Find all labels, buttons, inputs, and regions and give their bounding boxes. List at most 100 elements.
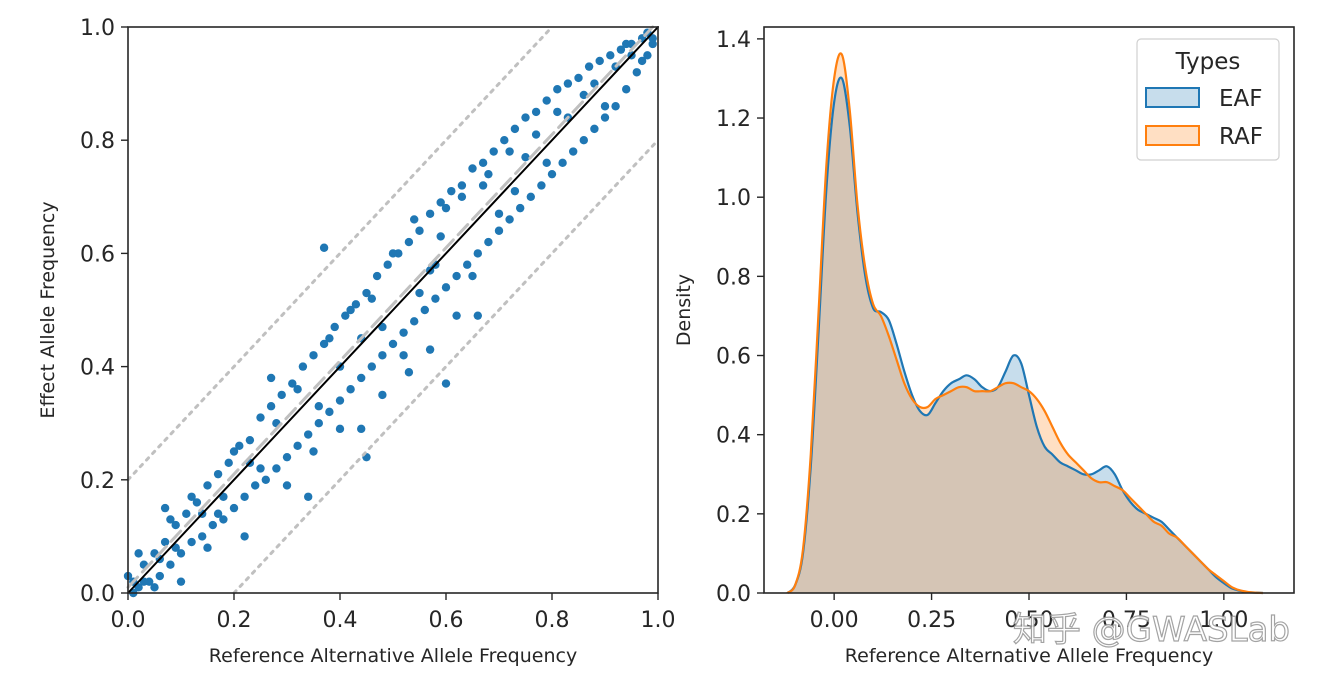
scatter-point-128	[452, 311, 461, 320]
scatter-point-65	[473, 249, 482, 258]
scatter-point-23	[251, 481, 260, 490]
scatter-point-108	[240, 532, 249, 541]
scatter-point-53	[410, 317, 419, 326]
density-y-tick-label: 0.2	[716, 503, 751, 528]
scatter-point-20	[235, 441, 244, 451]
scatter-point-33	[304, 430, 313, 439]
scatter-x-tick-label: 0.8	[535, 608, 570, 633]
scatter-point-148	[648, 39, 657, 49]
scatter-point-136	[521, 152, 530, 162]
scatter-point-150	[314, 402, 323, 411]
scatter-point-74	[521, 113, 530, 122]
scatter-point-58	[436, 198, 445, 207]
density-y-tick-label: 0.6	[716, 345, 751, 370]
scatter-point-99	[622, 39, 631, 49]
reference-lines	[126, 25, 660, 595]
scatter-point-15	[208, 520, 217, 530]
scatter-axes-frame	[127, 26, 659, 594]
scatter-point-62	[457, 181, 467, 190]
scatter-y-tick-label: 0.0	[80, 582, 115, 607]
scatter-point-79	[547, 169, 557, 179]
scatter-point-154	[378, 390, 387, 400]
scatter-point-5	[155, 571, 164, 581]
density-x-tick-label: 0.25	[907, 608, 956, 633]
scatter-point-55	[420, 305, 429, 315]
scatter-point-100	[134, 549, 143, 558]
density-y-tick-label: 1.4	[716, 28, 751, 53]
scatter-point-85	[579, 136, 588, 145]
scatter-point-156	[473, 311, 482, 320]
scatter-point-26	[266, 402, 276, 411]
density-x-tick-label: 0.50	[1005, 608, 1054, 633]
scatter-point-152	[425, 345, 435, 354]
scatter-point-51	[399, 328, 408, 337]
scatter-point-43	[357, 373, 366, 383]
scatter-point-25	[261, 475, 270, 484]
scatter-point-129	[457, 192, 467, 201]
scatter-x-tick-label: 0.4	[323, 608, 358, 633]
density-x-tick-label: 0.75	[1102, 608, 1151, 633]
scatter-point-57	[431, 294, 440, 303]
density-y-axis-label: Density	[673, 274, 695, 346]
density-y-tick-label: 0.0	[716, 582, 751, 607]
scatter-point-9	[176, 549, 186, 558]
scatter-point-41	[346, 385, 355, 394]
scatter-point-113	[309, 447, 318, 456]
scatter-point-45	[367, 362, 376, 371]
scatter-point-7	[166, 560, 175, 569]
scatter-point-155	[404, 368, 414, 377]
scatter-point-31	[293, 441, 302, 451]
scatter-point-63	[463, 260, 472, 269]
scatter-point-71	[505, 215, 514, 224]
scatter-point-103	[176, 577, 186, 586]
scatter-point-95	[632, 68, 641, 77]
scatter-point-127	[441, 203, 451, 213]
scatter-point-97	[643, 51, 652, 60]
scatter-point-73	[516, 203, 525, 213]
scatter-point-106	[213, 509, 223, 518]
scatter-point-38	[330, 322, 339, 332]
scatter-y-tick-label: 0.4	[80, 356, 115, 381]
legend-box	[1136, 38, 1280, 161]
scatter-point-13	[198, 532, 207, 541]
density-y-tick-label: 0.4	[716, 424, 751, 449]
density-y-axis: 0.0 0.2 0.4 0.6 0.8 1.0 1.2 1.4	[716, 28, 764, 607]
scatter-point-22	[245, 435, 255, 445]
scatter-point-28	[277, 390, 286, 400]
scatter-point-135	[510, 186, 520, 196]
scatter-point-130	[468, 271, 477, 281]
scatter-point-16	[213, 469, 223, 479]
scatter-points	[123, 28, 657, 598]
scatter-point-158	[304, 492, 313, 501]
scatter-point-59	[441, 283, 451, 292]
scatter-point-35	[314, 419, 323, 428]
scatter-point-14	[203, 481, 212, 490]
scatter-point-12	[192, 498, 202, 507]
scatter-point-102	[166, 515, 175, 524]
scatter-point-121	[388, 249, 398, 258]
density-area-raf	[787, 53, 1263, 594]
scatter-x-tick-label: 0.2	[217, 608, 252, 633]
scatter-point-60	[447, 186, 456, 196]
scatter-x-tick-label: 1.0	[641, 608, 676, 633]
density-x-tick-label: 0.00	[810, 608, 859, 633]
scatter-point-114	[319, 243, 329, 252]
scatter-point-44	[362, 288, 371, 298]
scatter-point-42	[351, 300, 361, 309]
scatter-x-axis: 0.0 0.2 0.4 0.6 0.8 1.0	[111, 593, 676, 633]
scatter-point-39	[335, 396, 345, 405]
scatter-x-tick-label: 0.0	[111, 608, 146, 633]
scatter-point-83	[569, 147, 578, 156]
scatter-point-64	[468, 164, 477, 173]
scatter-point-78	[542, 96, 551, 105]
scatter-point-48	[383, 260, 392, 269]
density-y-tick-label: 0.8	[716, 265, 751, 290]
scatter-y-tick-label: 0.2	[80, 469, 115, 494]
density-x-axis: 0.00 0.25 0.50 0.75 1.00	[810, 593, 1248, 633]
scatter-point-10	[182, 509, 191, 518]
scatter-point-81	[558, 158, 567, 168]
scatter-point-68	[489, 147, 498, 156]
scatter-point-134	[505, 147, 514, 156]
scatter-point-151	[357, 424, 366, 434]
